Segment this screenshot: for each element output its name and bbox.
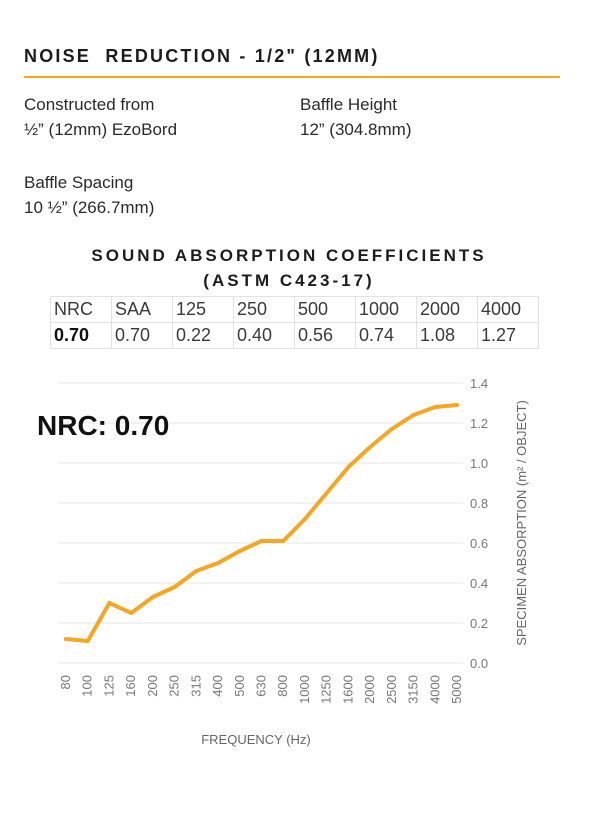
y-tick-label: 0.2 — [470, 616, 488, 631]
y-axis-ticks: 0.0 0.2 0.4 0.6 0.8 1.0 1.2 1.4 — [470, 376, 488, 671]
x-axis-title: FREQUENCY (Hz) — [201, 732, 311, 747]
coefficients-header-row: NRC SAA 125 250 500 1000 2000 4000 — [50, 296, 539, 323]
coef-value-cell: 0.74 — [355, 322, 417, 349]
coef-header-cell: SAA — [111, 296, 173, 323]
coef-header-cell: 2000 — [416, 296, 478, 323]
coef-header-cell: 500 — [294, 296, 356, 323]
data-point — [346, 465, 351, 469]
data-point — [368, 445, 373, 449]
x-tick-label: 250 — [167, 675, 182, 697]
x-tick-label: 125 — [101, 675, 116, 697]
x-tick-label: 3150 — [406, 675, 421, 704]
spec-construction-value: ½” (12mm) EzoBord — [24, 120, 178, 139]
x-tick-label: 5000 — [449, 675, 464, 704]
data-point — [324, 491, 329, 495]
spec-height: Baffle Height 12” (304.8mm) — [300, 92, 411, 142]
chart-series — [64, 403, 459, 643]
spec-construction: Constructed from ½” (12mm) EzoBord — [24, 92, 177, 142]
page-title: NOISE REDUCTION - 1/2" (12MM) — [24, 46, 380, 66]
data-point — [216, 561, 221, 565]
data-point — [150, 595, 155, 599]
y-tick-label: 1.0 — [470, 456, 488, 471]
x-axis-ticks: 80 100 125 160 200 250 315 400 500 630 800 1000 1250… — [58, 675, 464, 704]
x-tick-label: 160 — [123, 675, 138, 697]
coef-value-cell: 1.08 — [416, 322, 478, 349]
data-point — [302, 517, 307, 521]
coef-value-cell: 1.27 — [477, 322, 539, 349]
x-tick-label: 2000 — [362, 675, 377, 704]
y-tick-label: 1.4 — [470, 376, 488, 391]
coef-header-cell: 125 — [172, 296, 234, 323]
nrc-badge: NRC: 0.70 — [37, 410, 170, 441]
x-tick-label: 630 — [254, 675, 269, 697]
x-tick-label: 100 — [80, 675, 95, 697]
data-point — [194, 569, 199, 573]
title-divider — [24, 76, 560, 78]
x-tick-label: 500 — [232, 675, 247, 697]
x-tick-label: 4000 — [427, 675, 442, 704]
data-point — [64, 637, 68, 641]
data-point — [389, 427, 394, 431]
spec-spacing-label: Baffle Spacing — [24, 173, 134, 192]
coefficients-value-row: 0.70 0.70 0.22 0.40 0.56 0.74 1.08 1.27 — [50, 322, 539, 349]
spec-spacing-value: 10 ½” (266.7mm) — [24, 198, 155, 217]
x-tick-label: 2500 — [384, 675, 399, 704]
coef-header-cell: 1000 — [355, 296, 417, 323]
coef-value-cell: 0.70 — [50, 322, 112, 349]
x-tick-label: 400 — [210, 675, 225, 697]
y-axis-title: SPECIMEN ABSORPTION (m² / OBJECT) — [514, 400, 529, 646]
x-tick-label: 1000 — [297, 675, 312, 704]
y-tick-label: 1.2 — [470, 416, 488, 431]
x-tick-label: 200 — [145, 675, 160, 697]
coefficients-subtitle: (ASTM C423-17) — [203, 271, 375, 290]
data-point — [129, 611, 134, 615]
coef-header-cell: 250 — [233, 296, 295, 323]
coefficients-table: NRC SAA 125 250 500 1000 2000 4000 0.70 … — [50, 296, 539, 349]
data-point — [172, 585, 177, 589]
x-tick-label: 1250 — [319, 675, 334, 704]
coef-value-cell: 0.56 — [294, 322, 356, 349]
coef-header-cell: NRC — [50, 296, 112, 323]
y-tick-label: 0.6 — [470, 536, 488, 551]
data-point — [237, 549, 242, 553]
chart-grid — [58, 382, 463, 664]
coef-value-cell: 0.22 — [172, 322, 234, 349]
x-tick-label: 80 — [58, 675, 73, 689]
y-tick-label: 0.8 — [470, 496, 488, 511]
data-point — [433, 405, 438, 409]
coef-header-cell: 4000 — [477, 296, 539, 323]
absorption-chart: 0.0 0.2 0.4 0.6 0.8 1.0 1.2 1.4 80 100 125 160 200 2… — [58, 376, 529, 747]
spec-height-label: Baffle Height — [300, 95, 398, 114]
spec-construction-label: Constructed from — [24, 95, 155, 114]
data-point — [411, 413, 416, 417]
x-tick-label: 800 — [275, 675, 290, 697]
data-point — [455, 403, 459, 407]
y-tick-label: 0.0 — [470, 656, 488, 671]
data-point — [259, 539, 264, 543]
data-point — [107, 601, 112, 605]
y-tick-label: 0.4 — [470, 576, 488, 591]
spec-height-value: 12” (304.8mm) — [300, 120, 412, 139]
coef-value-cell: 0.40 — [233, 322, 295, 349]
x-tick-label: 1600 — [340, 675, 355, 704]
spec-spacing: Baffle Spacing 10 ½” (266.7mm) — [24, 170, 154, 220]
x-tick-label: 315 — [188, 675, 203, 697]
data-point — [85, 639, 90, 643]
coef-value-cell: 0.70 — [111, 322, 173, 349]
data-point — [281, 539, 286, 543]
coefficients-title: SOUND ABSORPTION COEFFICIENTS — [91, 246, 487, 265]
